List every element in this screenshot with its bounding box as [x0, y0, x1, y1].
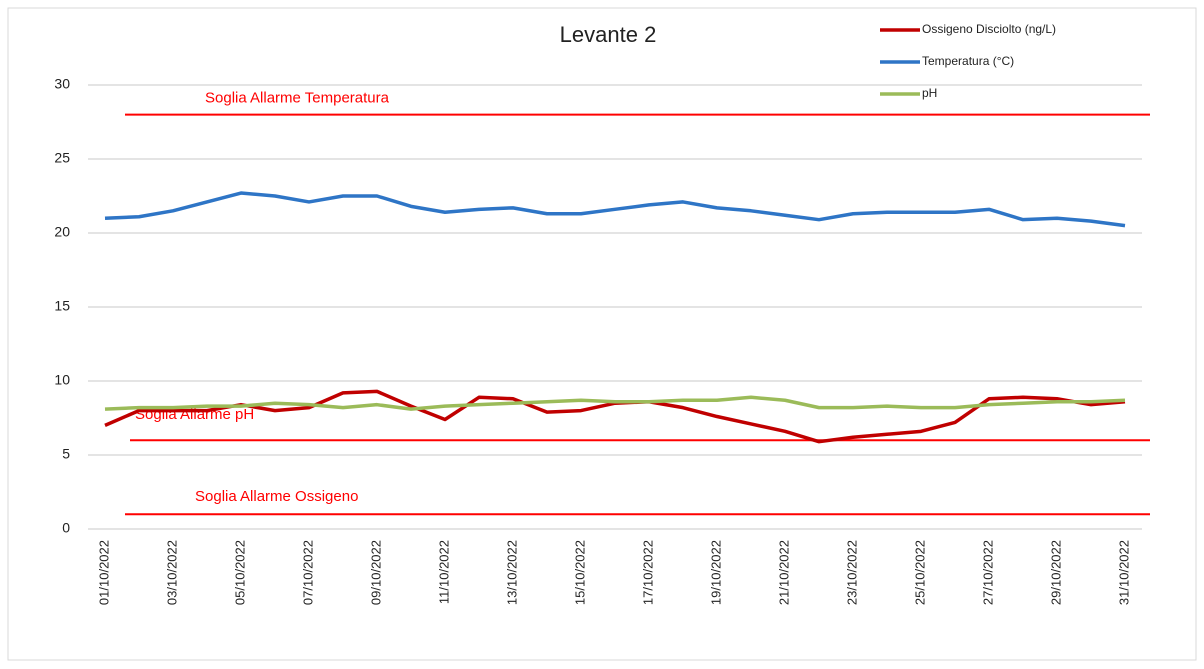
chart-title: Levante 2: [560, 22, 657, 47]
x-tick-label: 13/10/2022: [504, 540, 519, 605]
x-tick-label: 29/10/2022: [1048, 540, 1063, 605]
threshold-label: Soglia Allarme Temperatura: [205, 90, 390, 107]
x-tick-label: 09/10/2022: [368, 540, 383, 605]
x-tick-label: 11/10/2022: [436, 540, 451, 604]
x-tick-label: 27/10/2022: [980, 540, 995, 605]
x-tick-label: 03/10/2022: [164, 540, 179, 605]
y-tick-label: 20: [54, 224, 70, 240]
y-tick-label: 15: [54, 298, 70, 314]
x-tick-label: 05/10/2022: [232, 540, 247, 605]
data-line: [104, 395, 1126, 411]
x-tick-label: 23/10/2022: [844, 540, 859, 605]
x-tick-label: 31/10/2022: [1116, 540, 1131, 605]
x-tick-label: 07/10/2022: [300, 540, 315, 605]
legend-label: Temperatura (°C): [922, 54, 1014, 68]
legend-label: pH: [922, 86, 937, 100]
x-tick-label: 21/10/2022: [776, 540, 791, 605]
x-tick-label: 25/10/2022: [912, 540, 927, 605]
data-line: [104, 191, 1126, 228]
x-tick-label: 15/10/2022: [572, 540, 587, 605]
y-tick-label: 10: [54, 372, 70, 388]
x-tick-label: 01/10/2022: [96, 540, 111, 605]
chart-frame: [7, 7, 1197, 661]
y-tick-label: 25: [54, 150, 70, 166]
y-tick-label: 5: [62, 446, 70, 462]
x-tick-label: 17/10/2022: [640, 540, 655, 605]
x-tick-label: 19/10/2022: [708, 540, 723, 605]
threshold-label: Soglia Allarme Ossigeno: [195, 488, 358, 505]
y-tick-label: 30: [54, 76, 70, 92]
legend-label: Ossigeno Disciolto (ng/L): [922, 22, 1056, 36]
y-tick-label: 0: [62, 520, 70, 536]
